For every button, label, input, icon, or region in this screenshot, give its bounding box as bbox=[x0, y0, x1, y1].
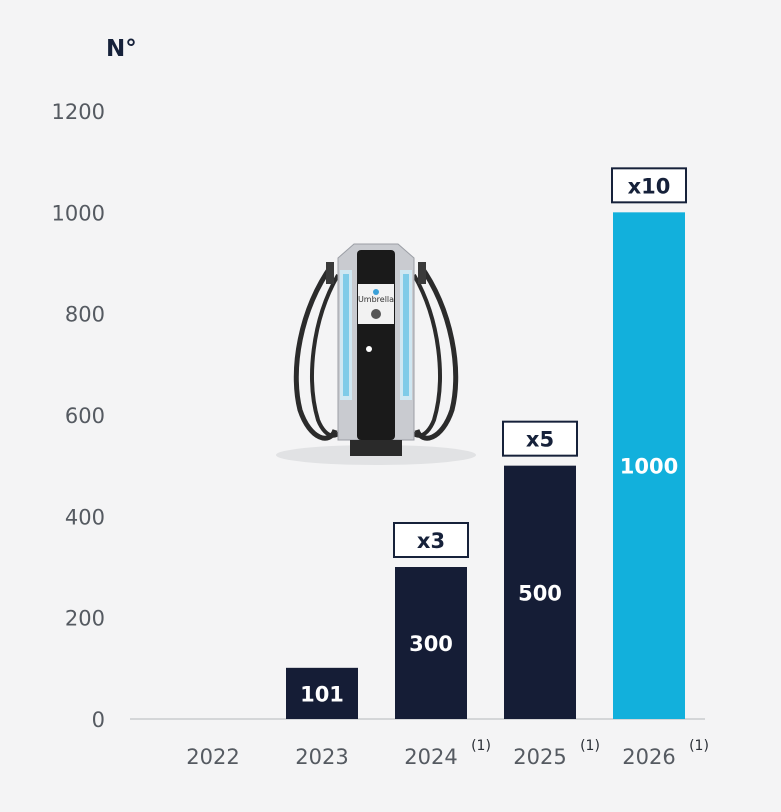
bar-value-label: 500 bbox=[518, 581, 562, 605]
charger-brand-text: Umbrella bbox=[358, 295, 394, 304]
y-tick-label: 600 bbox=[65, 404, 105, 428]
y-tick-label: 1000 bbox=[52, 201, 105, 225]
x-tick-label: 2022 bbox=[186, 745, 239, 769]
bar-2024 bbox=[395, 567, 467, 719]
x-tick-label: 2023 bbox=[295, 745, 348, 769]
multiplier-label: x3 bbox=[417, 529, 445, 553]
multiplier-box bbox=[502, 420, 578, 457]
y-tick-label: 0 bbox=[92, 708, 105, 732]
bar-value-label: 1000 bbox=[620, 455, 678, 479]
x-tick-label: 2024 bbox=[404, 745, 457, 769]
x-tick-label: 2025 bbox=[513, 745, 566, 769]
y-tick-label: 200 bbox=[65, 607, 105, 631]
bar-2025 bbox=[504, 465, 576, 719]
ev-charger-image bbox=[276, 243, 476, 465]
bar-2023 bbox=[286, 667, 358, 719]
y-tick-label: 400 bbox=[65, 505, 105, 529]
multiplier-label: x5 bbox=[526, 428, 554, 452]
bar-2026 bbox=[613, 212, 685, 720]
x-tick-footnote: (1) bbox=[689, 738, 709, 754]
x-tick-label: 2026 bbox=[622, 745, 675, 769]
multiplier-label: x10 bbox=[628, 174, 671, 198]
bar-value-label: 101 bbox=[300, 682, 344, 706]
multiplier-box bbox=[393, 522, 469, 558]
multiplier-box bbox=[611, 167, 687, 204]
y-tick-label: 1200 bbox=[52, 100, 105, 124]
y-tick-label: 800 bbox=[65, 303, 105, 327]
x-tick-footnote: (1) bbox=[580, 738, 600, 754]
bar-value-label: 300 bbox=[409, 632, 453, 656]
y-axis-label: N° bbox=[106, 36, 137, 62]
x-tick-footnote: (1) bbox=[471, 738, 491, 754]
